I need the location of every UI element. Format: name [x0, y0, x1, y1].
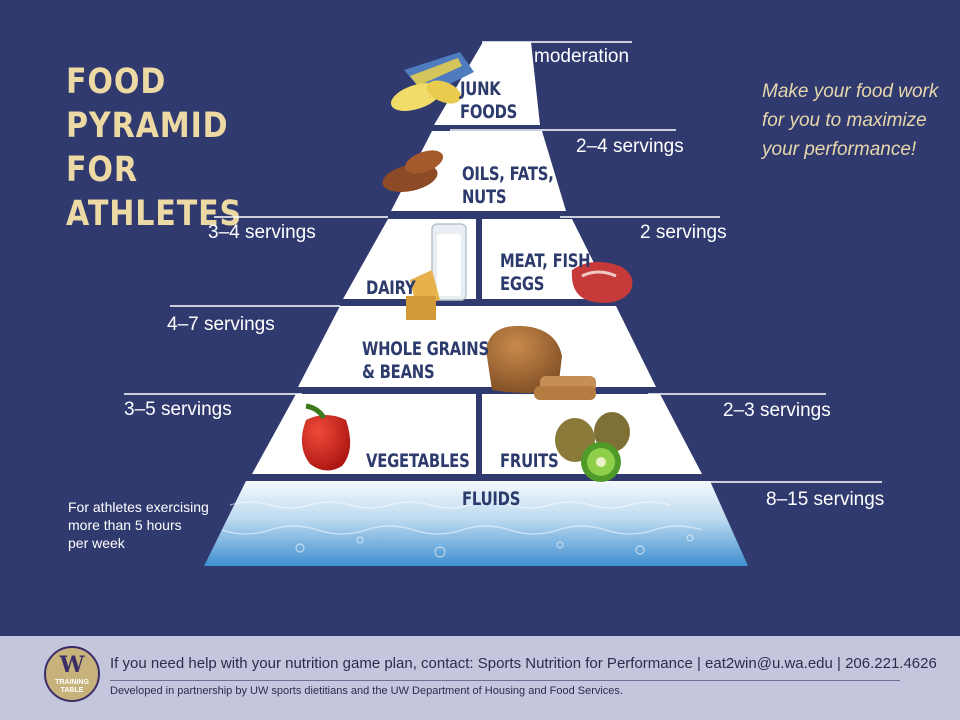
vegetables-servings: 3–5 servings [124, 399, 232, 420]
milk-glass-icon [431, 223, 467, 301]
grains-line-2: & BEANS [362, 361, 435, 383]
fluids-note-line-3: per week [68, 535, 125, 551]
water-icon [221, 501, 703, 558]
training-table-logo: W TRAINING TABLE [44, 646, 100, 702]
tier-grains [298, 306, 656, 387]
oils-line-1: OILS, FATS, [462, 163, 554, 185]
junk-foods-label: JUNK FOODS [460, 78, 517, 124]
junk-line-1: JUNK [460, 78, 501, 100]
grains-label: WHOLE GRAINS & BEANS [362, 338, 489, 384]
logo-line-1: TRAINING [55, 679, 89, 686]
footer-contact: If you need help with your nutrition gam… [110, 655, 937, 672]
oils-label: OILS, FATS, NUTS [462, 163, 554, 209]
meat-servings: 2 servings [640, 222, 727, 243]
dairy-servings: 3–4 servings [208, 222, 316, 243]
title-line-2: FOR ATHLETES [66, 150, 243, 234]
cheese-icon [406, 270, 440, 320]
meat-line-2: EGGS [500, 273, 545, 295]
oils-line-2: NUTS [462, 186, 507, 208]
tagline-line-1: Make your food work [762, 81, 939, 102]
meat-line-1: MEAT, FISH [500, 250, 591, 272]
tagline-line-2: for you to maximize [762, 110, 927, 131]
page-title: FOOD PYRAMID FOR ATHLETES [66, 60, 324, 236]
logo-mark: W [59, 652, 85, 678]
steak-icon [571, 261, 633, 303]
footer-credit: Developed in partnership by UW sports di… [110, 685, 623, 697]
chips-icon [390, 52, 474, 111]
title-line-1: FOOD PYRAMID [66, 62, 229, 146]
meat-label: MEAT, FISH EGGS [500, 250, 591, 296]
serving-rules [124, 41, 882, 483]
almonds-icon [382, 150, 444, 192]
vegetables-label: VEGETABLES [366, 450, 470, 472]
fluids-note-line-2: more than 5 hours [68, 517, 182, 533]
footer-divider [110, 680, 900, 681]
grains-line-1: WHOLE GRAINS [362, 338, 489, 360]
tier-junk [434, 42, 540, 125]
grains-servings: 4–7 servings [167, 314, 275, 335]
dairy-label: DAIRY [366, 277, 416, 299]
bell-pepper-icon [301, 403, 351, 471]
junk-servings: moderation [534, 46, 630, 67]
fluids-label: FLUIDS [462, 488, 521, 510]
fluids-servings: 8–15 servings [766, 489, 885, 510]
logo-text: TRAINING TABLE [46, 679, 98, 695]
fluids-note: For athletes exercising more than 5 hour… [68, 498, 228, 552]
fruits-label: FRUITS [500, 450, 559, 472]
junk-line-2: FOODS [460, 101, 518, 123]
fluids-note-line-1: For athletes exercising [68, 499, 209, 515]
fruits-servings: 2–3 servings [723, 400, 831, 421]
oils-servings: 2–4 servings [576, 136, 684, 157]
footer-band [0, 636, 960, 720]
tagline: Make your food work for you to maximize … [762, 77, 952, 164]
kiwi-icon [555, 412, 630, 482]
bread-icon [486, 325, 596, 400]
tagline-line-3: your performance! [762, 139, 917, 160]
logo-line-2: TABLE [60, 687, 84, 694]
food-pyramid [124, 41, 882, 566]
